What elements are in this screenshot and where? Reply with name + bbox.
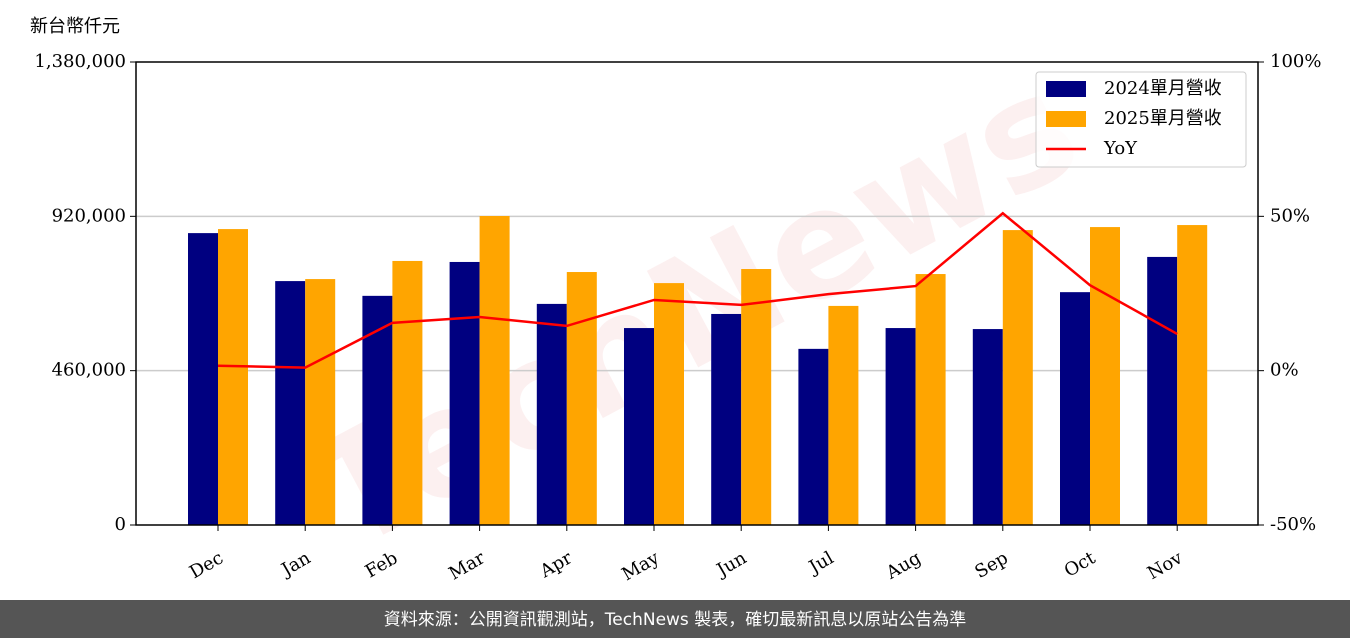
bar bbox=[1177, 225, 1208, 525]
bar bbox=[392, 260, 423, 525]
bar bbox=[654, 283, 684, 525]
footer: 資料來源：公開資訊觀測站，TechNews 製表，確切最新訊息以原站公告為準 bbox=[384, 610, 966, 630]
bar bbox=[275, 281, 306, 525]
bar bbox=[711, 313, 742, 525]
bar bbox=[305, 279, 336, 525]
y2-tick-label: 50% bbox=[1270, 205, 1310, 226]
bar bbox=[1060, 292, 1090, 525]
bar bbox=[798, 348, 829, 525]
y-tick-label: 460,000 bbox=[52, 360, 126, 381]
bar bbox=[885, 328, 916, 525]
bar bbox=[362, 295, 393, 525]
y2-tick-label: 0% bbox=[1270, 360, 1299, 381]
bar bbox=[479, 215, 510, 525]
bar bbox=[188, 233, 218, 525]
x-tick-label: Sep bbox=[971, 547, 1011, 582]
x-tick-label: Jan bbox=[276, 547, 314, 581]
footer-band bbox=[0, 600, 1350, 638]
legend-box bbox=[1035, 71, 1247, 168]
y-tick-label: 1,380,000 bbox=[34, 51, 126, 72]
x-tick-label: Mar bbox=[445, 547, 489, 584]
x-tick-label: Dec bbox=[186, 547, 227, 583]
legend-label: YoY bbox=[1103, 138, 1138, 159]
x-tick-label: May bbox=[618, 547, 663, 585]
bar bbox=[449, 261, 480, 525]
y-tick-label: 920,000 bbox=[52, 205, 126, 226]
bar bbox=[828, 305, 859, 525]
bar bbox=[1147, 256, 1178, 525]
x-tick-label: Nov bbox=[1144, 547, 1187, 584]
x-tick-label: Jun bbox=[712, 547, 751, 582]
bar bbox=[972, 329, 1003, 525]
bar bbox=[1002, 230, 1033, 526]
y-tick-label: 0 bbox=[115, 514, 126, 535]
line bbox=[217, 211, 1178, 369]
plot-frame bbox=[135, 61, 1259, 526]
bar bbox=[1090, 227, 1120, 525]
x-tick-label: Jul bbox=[804, 547, 838, 579]
y-axis-label: 新台幣仟元 bbox=[30, 16, 120, 37]
x-tick-label: Oct bbox=[1061, 547, 1100, 582]
bar bbox=[536, 303, 567, 525]
legend-label: 2025單月營收 bbox=[1104, 108, 1222, 129]
y2-tick-label: 100% bbox=[1270, 51, 1321, 72]
x-tick-label: Aug bbox=[882, 547, 925, 584]
legend-label: 2024單月營收 bbox=[1104, 78, 1222, 99]
x-tick-label: Apr bbox=[536, 547, 576, 582]
bar bbox=[915, 274, 946, 525]
legend-swatch bbox=[1046, 81, 1086, 97]
y2-tick-label: -50% bbox=[1270, 514, 1316, 535]
bar bbox=[624, 328, 654, 525]
bar bbox=[741, 269, 772, 525]
legend-swatch bbox=[1046, 111, 1086, 127]
bar bbox=[566, 272, 597, 525]
bar bbox=[218, 229, 248, 525]
